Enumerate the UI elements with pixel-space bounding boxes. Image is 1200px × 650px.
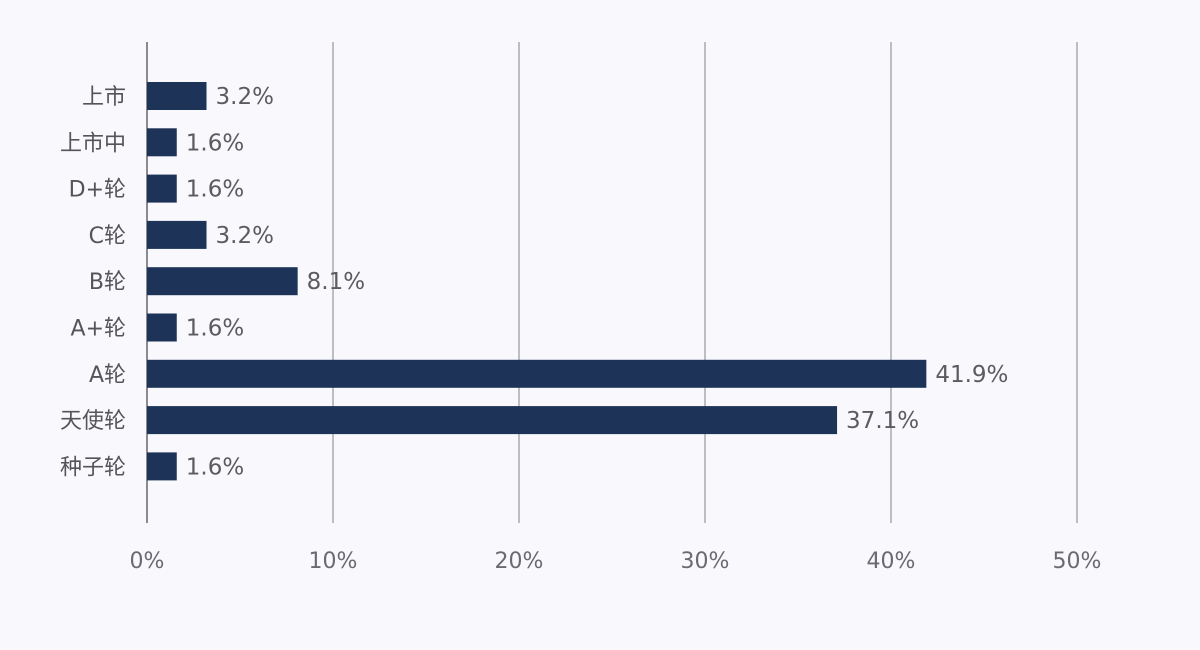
bar-0 [147, 82, 207, 110]
category-label: A+轮 [71, 317, 126, 342]
x-tick-label: 0% [130, 549, 165, 574]
value-label: 1.6% [186, 454, 244, 480]
value-label: 1.6% [186, 316, 244, 342]
value-label: 3.2% [216, 84, 274, 110]
value-label: 1.6% [186, 177, 244, 203]
bar-2 [147, 174, 177, 203]
value-label: 1.6% [186, 130, 244, 156]
x-tick-label: 30% [681, 549, 730, 574]
x-tick-label: 20% [495, 549, 544, 574]
bar-7 [147, 406, 838, 435]
bar-1 [147, 128, 177, 157]
x-tick-label: 40% [867, 549, 916, 574]
category-label: 种子轮 [60, 455, 126, 480]
x-tick-label: 10% [309, 549, 358, 574]
category-label: A轮 [89, 363, 126, 388]
bar-4 [147, 267, 298, 296]
bar-6 [147, 359, 927, 388]
category-label: B轮 [89, 270, 126, 295]
bars [147, 82, 927, 481]
value-label: 8.1% [307, 269, 365, 295]
labels: 0% 10% 20% 30% 40% 50% 上市 3.2% 上市中 1.6% D+轮 1.6% C轮 3… [60, 84, 1101, 574]
category-label: D+轮 [69, 178, 126, 203]
value-label: 37.1% [846, 408, 919, 434]
category-label: 天使轮 [60, 409, 126, 434]
bar-5 [147, 313, 177, 342]
category-label: 上市中 [60, 131, 126, 156]
x-tick-label: 50% [1053, 549, 1102, 574]
bar-3 [147, 220, 207, 249]
value-label: 41.9% [935, 362, 1008, 388]
category-label: C轮 [89, 224, 126, 249]
category-label: 上市 [82, 85, 126, 110]
bar-8 [147, 452, 177, 481]
value-label: 3.2% [216, 223, 274, 249]
